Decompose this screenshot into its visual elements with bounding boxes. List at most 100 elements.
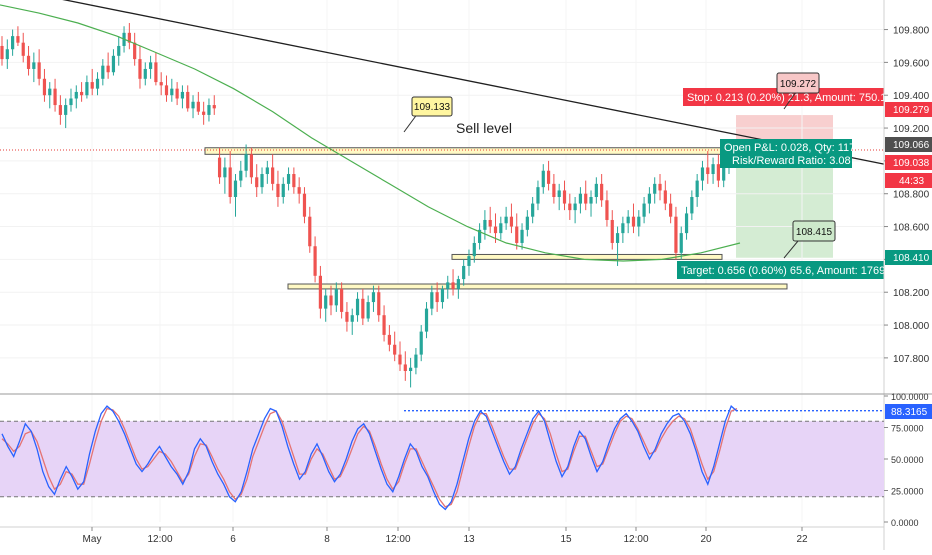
stochastic-tick-label: 50.0000 [891, 455, 924, 465]
candle-body [706, 167, 710, 175]
callout-2-text: 109.272 [780, 79, 817, 90]
candle-body [536, 187, 540, 204]
candle-body [186, 91, 190, 109]
candle-body [509, 216, 514, 227]
callout-3-text: 108.415 [796, 227, 833, 238]
candle-body [133, 42, 137, 60]
candle-body [143, 68, 147, 79]
candle-body [85, 82, 89, 96]
stop-badge-text: 109.279 [893, 105, 930, 116]
target-label[interactable]: Target: 0.656 (0.60%) 65.6, Amount: 1769… [677, 261, 894, 279]
candle-body [520, 229, 524, 243]
candle-body [69, 98, 73, 106]
price-tick-label: 109.400 [893, 91, 930, 102]
candle-body [48, 88, 52, 96]
candle-body [515, 226, 519, 243]
candle-body [456, 279, 460, 289]
candle-body [42, 78, 47, 96]
candle-body [371, 292, 376, 303]
candle-body [191, 101, 195, 109]
stop-label-text: Stop: 0.213 (0.20%) 21.3, Amount: 750.15 [687, 92, 892, 104]
candle-body [244, 154, 248, 171]
candle-body [541, 170, 545, 188]
candle-body [377, 292, 381, 316]
candle-body [21, 42, 25, 56]
candle-body [58, 105, 62, 115]
candle-body [557, 190, 561, 197]
candle-body [32, 62, 36, 69]
stochastic-axis: 100.0000 75.0000 50.0000 25.0000 0.0000 [884, 392, 929, 528]
candle-body [37, 62, 41, 79]
candle-body [700, 167, 705, 181]
candle-body [674, 216, 678, 253]
candle-body [53, 88, 57, 106]
candle-body [589, 197, 593, 204]
candle-body [111, 55, 116, 73]
candle-body [552, 183, 556, 197]
trendline[interactable] [0, 0, 885, 165]
pnl-label[interactable]: Open P&L: 0.028, Qty: 1173 Risk/Reward R… [720, 139, 861, 168]
price-tick-label: 108.000 [893, 321, 930, 332]
candle-body [228, 167, 232, 197]
candle-body [499, 223, 503, 234]
candle-body [127, 32, 131, 43]
candle-body [504, 216, 508, 224]
candle-body [74, 91, 78, 99]
candle-body [138, 59, 142, 79]
candle-body [340, 288, 344, 312]
candle-body [276, 183, 280, 197]
bid-badge-text: 109.038 [893, 158, 930, 169]
candle-body [212, 105, 216, 109]
sell-level-zone [204, 147, 723, 155]
candle-body [117, 45, 121, 56]
candle-body [207, 105, 211, 115]
candle-body [626, 216, 630, 224]
callout-108415[interactable]: 108.415 [783, 220, 836, 259]
candle-body [477, 229, 482, 243]
candle-body [621, 223, 625, 234]
target-badge [885, 250, 932, 265]
candle-body [260, 174, 264, 188]
price-tick-label: 108.800 [893, 190, 930, 201]
candle-body [334, 288, 338, 306]
stochastic-band [0, 421, 884, 497]
stop-label[interactable]: Stop: 0.213 (0.20%) 21.3, Amount: 750.15 [683, 88, 892, 106]
candle-body [716, 164, 720, 181]
candle-body [11, 36, 15, 50]
candle-body [430, 292, 434, 309]
price-tick-label: 107.800 [893, 354, 930, 365]
candle-body [361, 298, 365, 319]
candle-body [584, 193, 588, 204]
callout-109272[interactable]: 109.272 [776, 72, 820, 110]
time-axis[interactable]: May 12:00 6 8 12:00 13 15 12:00 20 22 [83, 527, 808, 545]
candle-body [355, 298, 360, 316]
stochastic-d-line [1, 407, 738, 508]
moving-average-line [0, 4, 741, 262]
candle-body [562, 190, 567, 204]
candle-body [26, 55, 31, 69]
candle-body [154, 62, 158, 83]
price-tick-label: 109.800 [893, 26, 930, 37]
candle-body [164, 85, 169, 96]
candle-body [647, 193, 652, 204]
current-badge [885, 137, 932, 152]
candle-body [223, 167, 227, 178]
target-label-text: Target: 0.656 (0.60%) 65.6, Amount: 1769… [681, 265, 894, 277]
candle-body [297, 187, 301, 194]
candle-body [0, 45, 4, 60]
timer-badge-text: 44:33 [899, 176, 924, 187]
candle-body [424, 308, 429, 332]
timer-badge [885, 173, 932, 188]
time-tick-label: 8 [324, 534, 330, 545]
candle-body [106, 65, 110, 73]
price-tick-label: 108.200 [893, 288, 930, 299]
stop-badge [885, 102, 932, 117]
candle-body [610, 219, 614, 243]
candle-body [414, 354, 418, 368]
time-tick-label: 22 [796, 534, 808, 545]
candle-body [578, 193, 583, 204]
candle-body [695, 180, 699, 197]
callout-109133[interactable]: 109.133 [403, 96, 453, 133]
candle-body [313, 246, 317, 276]
candle-body [329, 295, 333, 306]
